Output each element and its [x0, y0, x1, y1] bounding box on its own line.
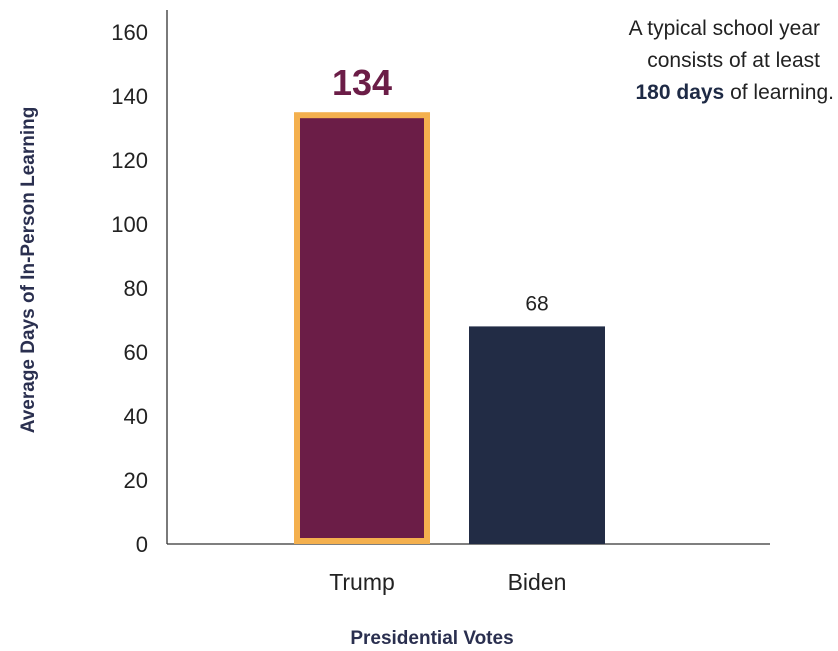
annotation-line-2: consists of at least	[647, 49, 820, 72]
y-axis-title: Average Days of In-Person Learning	[18, 107, 39, 434]
bar-trump	[294, 112, 430, 544]
y-tick-label-20: 20	[124, 468, 148, 493]
y-tick-label-160: 160	[111, 20, 148, 45]
bar-biden	[469, 326, 605, 544]
x-axis-title: Presidential Votes	[350, 628, 513, 649]
annotation-note: A typical school year consists of at lea…	[629, 17, 834, 104]
y-tick-label-0: 0	[136, 532, 148, 557]
value-labels: 134 68	[332, 62, 549, 315]
category-labels: Trump Biden	[329, 569, 566, 595]
y-tick-label-120: 120	[111, 148, 148, 173]
y-tick-label-60: 60	[124, 340, 148, 365]
annotation-line-1: A typical school year	[629, 17, 820, 40]
bars-group	[294, 112, 605, 544]
category-label-biden: Biden	[508, 569, 567, 595]
y-axis-ticks: 0 20 40 60 80 100 120 140 160	[111, 20, 148, 557]
value-label-trump: 134	[332, 62, 392, 103]
y-tick-label-40: 40	[124, 404, 148, 429]
value-label-biden: 68	[525, 292, 548, 315]
annotation-bold-days: 180 days	[636, 81, 725, 104]
annotation-line-3-rest: of learning.	[724, 81, 834, 104]
annotation-line-3: 180 days of learning.	[636, 81, 835, 104]
y-tick-label-140: 140	[111, 84, 148, 109]
y-tick-label-100: 100	[111, 212, 148, 237]
y-tick-label-80: 80	[124, 276, 148, 301]
category-label-trump: Trump	[329, 569, 395, 595]
